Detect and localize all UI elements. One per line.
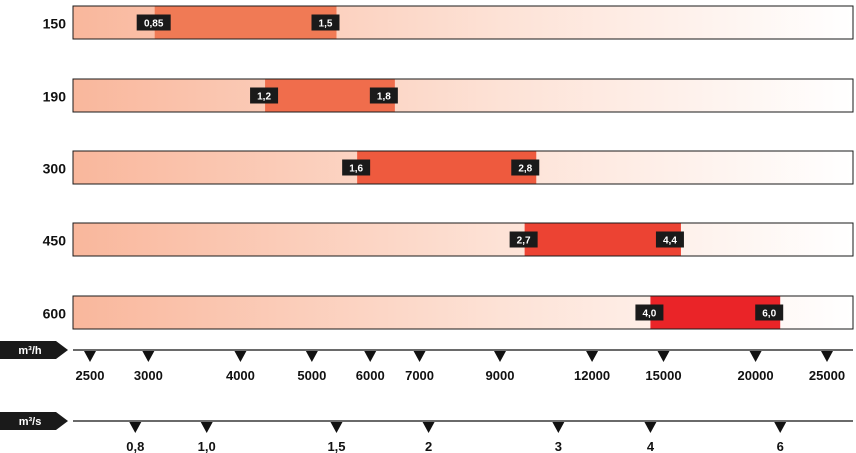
range-end-label-text: 1,8 bbox=[377, 92, 391, 103]
range-row-600: 600 4,0 6,0 bbox=[43, 295, 854, 330]
tick-label: 3000 bbox=[134, 368, 163, 383]
tick-label: 15000 bbox=[645, 368, 681, 383]
category-label: 150 bbox=[43, 16, 67, 32]
tick-label: 20000 bbox=[737, 368, 773, 383]
tick-label: 4000 bbox=[226, 368, 255, 383]
range-start-label: 2,7 bbox=[509, 231, 538, 248]
unit-badge-m3h: m³/h bbox=[0, 341, 68, 359]
tick-marker bbox=[305, 351, 318, 362]
unit-badge-m3h-shape bbox=[0, 341, 68, 359]
range-end-label-bg bbox=[311, 14, 340, 31]
range-start-label-text: 2,7 bbox=[517, 236, 531, 247]
tick-marker bbox=[330, 422, 343, 433]
category-label: 300 bbox=[43, 161, 67, 177]
tick-marker bbox=[422, 422, 435, 433]
range-end-label: 6,0 bbox=[755, 304, 784, 321]
tick-marker bbox=[644, 422, 657, 433]
range-start-label-text: 1,2 bbox=[257, 92, 271, 103]
tick-marker bbox=[200, 422, 213, 433]
range-end-label-bg bbox=[369, 87, 398, 104]
range-start-label: 1,2 bbox=[250, 87, 279, 104]
tick-label: 7000 bbox=[405, 368, 434, 383]
axis-m3h: 2500 3000 4000 5000 6000 7000 9000 12000 15000 20… bbox=[73, 349, 853, 383]
tick-marker bbox=[552, 422, 565, 433]
range-end-label-text: 6,0 bbox=[762, 309, 776, 320]
tick-label: 12000 bbox=[574, 368, 610, 383]
range-start-label-text: 0,85 bbox=[144, 19, 164, 30]
category-label: 450 bbox=[43, 233, 67, 249]
range-end-label-text: 2,8 bbox=[518, 164, 532, 175]
unit-badge-m3h-text: m³/h bbox=[18, 345, 42, 357]
range-start-label-text: 4,0 bbox=[642, 309, 656, 320]
range-start-label: 1,6 bbox=[342, 159, 371, 176]
range-bar bbox=[357, 151, 537, 184]
tick-label: 6 bbox=[777, 439, 784, 453]
tick-label: 1,5 bbox=[327, 439, 345, 453]
tick-marker bbox=[586, 351, 599, 362]
range-end-label-text: 1,5 bbox=[319, 19, 333, 30]
range-end-label-bg bbox=[655, 231, 684, 248]
range-start-label: 4,0 bbox=[635, 304, 664, 321]
range-start-label-bg bbox=[250, 87, 279, 104]
range-row-300: 300 1,6 2,8 bbox=[43, 150, 854, 185]
tick-label: 2500 bbox=[76, 368, 105, 383]
range-end-label-bg bbox=[755, 304, 784, 321]
range-track bbox=[72, 78, 854, 113]
range-start-label-bg bbox=[136, 14, 171, 31]
range-start-label-text: 1,6 bbox=[349, 164, 363, 175]
range-end-label-bg bbox=[511, 159, 540, 176]
tick-marker bbox=[774, 422, 787, 433]
tick-marker bbox=[821, 351, 833, 362]
tick-marker bbox=[493, 351, 506, 362]
axis-m3s: 0,8 1,0 1,5 2 3 4 6 bbox=[73, 420, 853, 453]
range-row-150: 150 0,85 1,5 bbox=[43, 5, 854, 40]
range-end-label-text: 4,4 bbox=[663, 236, 677, 247]
unit-badge-m3s-shape bbox=[0, 412, 68, 430]
range-row-190: 190 1,2 1,8 bbox=[43, 78, 854, 113]
tick-marker bbox=[142, 351, 155, 362]
range-end-label: 1,8 bbox=[369, 87, 398, 104]
range-start-label-bg bbox=[635, 304, 664, 321]
range-end-label: 4,4 bbox=[655, 231, 684, 248]
tick-label: 5000 bbox=[297, 368, 326, 383]
tick-label: 0,8 bbox=[126, 439, 144, 453]
tick-marker bbox=[413, 351, 426, 362]
range-bar bbox=[154, 6, 337, 39]
unit-badge-m3s-text: m³/s bbox=[19, 416, 42, 428]
range-end-label: 2,8 bbox=[511, 159, 540, 176]
tick-marker bbox=[234, 351, 247, 362]
range-track bbox=[72, 222, 854, 257]
tick-marker bbox=[749, 351, 762, 362]
range-row-450: 450 2,7 4,4 bbox=[43, 222, 854, 257]
range-start-label-bg bbox=[342, 159, 371, 176]
tick-marker bbox=[364, 351, 377, 362]
tick-label: 4 bbox=[647, 439, 655, 453]
range-start-label-bg bbox=[509, 231, 538, 248]
range-end-label: 1,5 bbox=[311, 14, 340, 31]
tick-label: 3 bbox=[555, 439, 562, 453]
category-label: 190 bbox=[43, 89, 67, 105]
tick-label: 25000 bbox=[809, 368, 845, 383]
tick-label: 6000 bbox=[356, 368, 385, 383]
tick-marker bbox=[657, 351, 670, 362]
tick-marker bbox=[84, 351, 96, 362]
category-label: 600 bbox=[43, 306, 67, 322]
range-bar bbox=[524, 223, 681, 256]
unit-badge-m3s: m³/s bbox=[0, 412, 68, 430]
tick-label: 2 bbox=[425, 439, 432, 453]
range-start-label: 0,85 bbox=[136, 14, 171, 31]
tick-marker bbox=[129, 422, 142, 433]
tick-label: 1,0 bbox=[198, 439, 216, 453]
tick-label: 9000 bbox=[486, 368, 515, 383]
